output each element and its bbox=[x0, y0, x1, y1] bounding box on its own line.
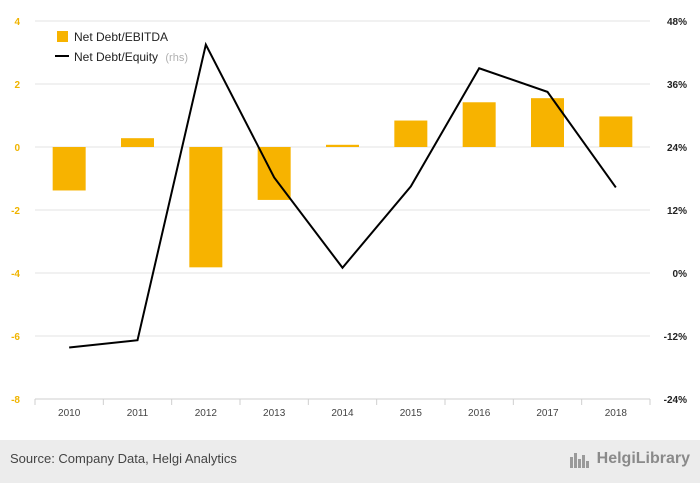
x-tick-label: 2012 bbox=[195, 408, 218, 419]
library-icon bbox=[569, 453, 589, 468]
y-right-tick-label: 0% bbox=[673, 269, 688, 280]
x-tick-label: 2013 bbox=[263, 408, 286, 419]
brand-logo: HelgiLibrary bbox=[569, 449, 690, 469]
combo-chart: 4 48% 2 36% 0 24% -2 12% -4 0% -6 -12% -8 -24% 2010 201… bbox=[11, 17, 687, 419]
x-tick-label: 2016 bbox=[468, 408, 491, 419]
bar-2014 bbox=[326, 144, 359, 147]
line-series bbox=[69, 41, 617, 349]
y-right-tick-label: 12% bbox=[667, 206, 687, 217]
bar-2011 bbox=[121, 138, 154, 147]
x-tick-label: 2011 bbox=[127, 408, 149, 419]
y-left-tick-label: -6 bbox=[11, 332, 20, 343]
y-left-tick-label: -4 bbox=[11, 269, 20, 280]
legend: Net Debt/EBITDA Net Debt/Equity (rhs) bbox=[55, 30, 188, 64]
bar-2016 bbox=[462, 102, 496, 147]
bar-2012 bbox=[189, 147, 223, 268]
source-text: Source: Company Data, Helgi Analytics bbox=[10, 451, 237, 466]
y-right-tick-label: -12% bbox=[664, 332, 687, 343]
bar-2010 bbox=[52, 147, 86, 191]
x-tick-label: 2015 bbox=[400, 408, 423, 419]
y-left-tick-label: -8 bbox=[11, 395, 20, 406]
y-left-tick-label: 0 bbox=[14, 143, 20, 154]
legend-label-bar: Net Debt/EBITDA bbox=[74, 30, 168, 44]
y-right-tick-label: 36% bbox=[667, 80, 687, 91]
bar-series bbox=[52, 98, 633, 268]
bar-2018 bbox=[599, 116, 633, 147]
legend-label-line: Net Debt/Equity bbox=[74, 50, 158, 64]
y-left-tick-label: -2 bbox=[11, 206, 20, 217]
y-right-tick-label: 48% bbox=[667, 17, 687, 28]
legend-swatch-bar bbox=[57, 31, 68, 42]
footer: Source: Company Data, Helgi Analytics He… bbox=[0, 440, 700, 483]
brand-name: HelgiLibrary bbox=[596, 450, 690, 467]
legend-rhs-note: (rhs) bbox=[165, 52, 188, 64]
y-right-tick-label: 24% bbox=[667, 143, 687, 154]
y-left-tick-label: 2 bbox=[14, 80, 20, 91]
net-debt-equity-line bbox=[69, 41, 617, 349]
svg-text:Net Debt/Equity (rhs): Net Debt/Equity (rhs) bbox=[74, 50, 188, 64]
y-right-tick-label: -24% bbox=[664, 395, 687, 406]
y-left-tick-label: 4 bbox=[14, 17, 20, 28]
x-tick-label: 2017 bbox=[536, 408, 559, 419]
x-tick-label: 2014 bbox=[331, 408, 354, 419]
x-tick-label: 2010 bbox=[58, 408, 81, 419]
bar-2017 bbox=[531, 98, 564, 147]
axes: 4 48% 2 36% 0 24% -2 12% -4 0% -6 -12% -8 -24% 2010 201… bbox=[11, 17, 687, 419]
bar-2015 bbox=[394, 120, 428, 147]
x-tick-label: 2018 bbox=[605, 408, 628, 419]
